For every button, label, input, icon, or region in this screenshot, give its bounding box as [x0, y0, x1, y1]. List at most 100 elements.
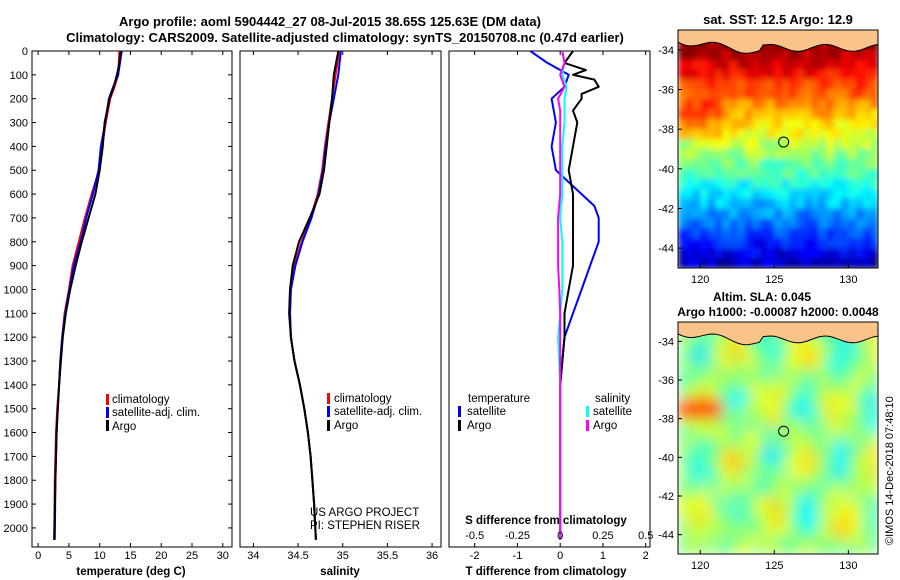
map-cell	[818, 409, 828, 420]
map-cell	[855, 428, 865, 439]
map-cell	[833, 544, 842, 554]
map-cell	[811, 208, 820, 220]
map-cell	[826, 238, 835, 250]
map-cell	[818, 39, 828, 51]
map-cell	[803, 49, 813, 61]
map-cell	[744, 218, 754, 230]
map-cell	[722, 370, 731, 381]
map-cell	[803, 380, 813, 391]
map-cell	[722, 467, 731, 478]
map-cell	[707, 360, 717, 372]
depth-tick-label: 1100	[4, 308, 28, 320]
map-cell	[685, 69, 694, 81]
map-cell	[737, 59, 746, 71]
map-cell	[759, 139, 768, 150]
map-cell	[863, 418, 872, 430]
coastline	[678, 333, 878, 346]
difference-panel: -2 -1 0 1 2 T difference from climatology S …	[448, 50, 653, 578]
map-cell	[715, 99, 724, 111]
map-cell	[752, 178, 761, 190]
map-cell	[692, 149, 702, 160]
map-cell	[870, 129, 878, 141]
map-cell	[818, 486, 828, 497]
map-cell	[678, 238, 687, 250]
map-cell	[855, 370, 865, 381]
map-cell	[759, 89, 768, 101]
map-cell	[811, 158, 820, 170]
map-cell	[715, 188, 724, 200]
coastline	[678, 41, 878, 54]
map-cell	[737, 158, 746, 170]
map-cell	[781, 198, 791, 210]
map-cell	[870, 188, 878, 200]
map-cell	[870, 89, 878, 101]
map-cell	[818, 198, 828, 210]
map-cell	[715, 49, 724, 61]
depth-tick-label: 300	[10, 118, 28, 130]
map-cell	[855, 49, 865, 61]
map-cell	[722, 258, 731, 268]
copyright-timestamp: ©IMOS 14-Dec-2018 07:48:10	[884, 396, 896, 545]
map-cell	[700, 158, 709, 170]
map-cell	[781, 208, 791, 220]
map-cell	[840, 248, 850, 260]
map-cell	[855, 438, 865, 449]
map-cell	[855, 198, 865, 210]
map-cell	[685, 208, 694, 220]
map-cell	[833, 248, 842, 260]
map-cell	[685, 139, 694, 150]
map-cell	[729, 544, 739, 554]
map-cell	[826, 544, 835, 554]
map-cell	[781, 188, 791, 200]
map-cell	[715, 119, 724, 131]
map-cell	[744, 505, 754, 517]
map-cell	[678, 228, 687, 240]
difference-axis-ticks: -2 -1 0 1 2	[470, 51, 649, 562]
map-cell	[848, 525, 857, 536]
map-cell	[692, 438, 702, 449]
map-cell	[759, 438, 768, 449]
map-cell	[863, 198, 872, 210]
map-cell	[863, 525, 872, 536]
map-cell	[870, 544, 878, 554]
map-cell	[678, 418, 687, 430]
map-cell	[811, 79, 820, 91]
figure-title-line2: Climatology: CARS2009. Satellite-adjuste…	[66, 30, 624, 45]
map-cell	[678, 399, 687, 410]
map-cell	[870, 228, 878, 240]
map-cell	[818, 399, 828, 410]
map-cell	[752, 409, 761, 420]
map-cell	[766, 438, 776, 449]
map-cell	[692, 198, 702, 210]
map-cell	[722, 380, 731, 391]
map-cell	[744, 380, 754, 391]
map-cell	[789, 228, 798, 240]
map-cell	[752, 158, 761, 170]
map-cell	[855, 109, 865, 121]
map-cell	[766, 188, 776, 200]
map-cell	[796, 59, 805, 71]
map-cell	[722, 99, 731, 111]
map-cell	[826, 178, 835, 190]
map-cell	[759, 198, 768, 210]
map-cell	[678, 438, 687, 449]
map-cell	[848, 399, 857, 410]
legend-label-climatology: climatology	[112, 394, 170, 406]
map-cell	[774, 119, 783, 131]
map-cell	[789, 149, 798, 160]
map-cell	[752, 457, 761, 468]
map-cell	[715, 341, 724, 352]
map-cell	[685, 467, 694, 478]
map-cell	[722, 515, 731, 526]
map-cell	[826, 188, 835, 200]
map-cell	[803, 525, 813, 536]
depth-tick-label: 600	[10, 189, 28, 201]
map-cell	[811, 89, 820, 101]
map-cell	[774, 79, 783, 91]
map-cell	[863, 515, 872, 526]
map-cell	[855, 496, 865, 507]
map-cell	[848, 178, 857, 190]
map-cell	[781, 129, 791, 141]
map-cell	[774, 544, 783, 554]
map-cell	[796, 351, 805, 362]
